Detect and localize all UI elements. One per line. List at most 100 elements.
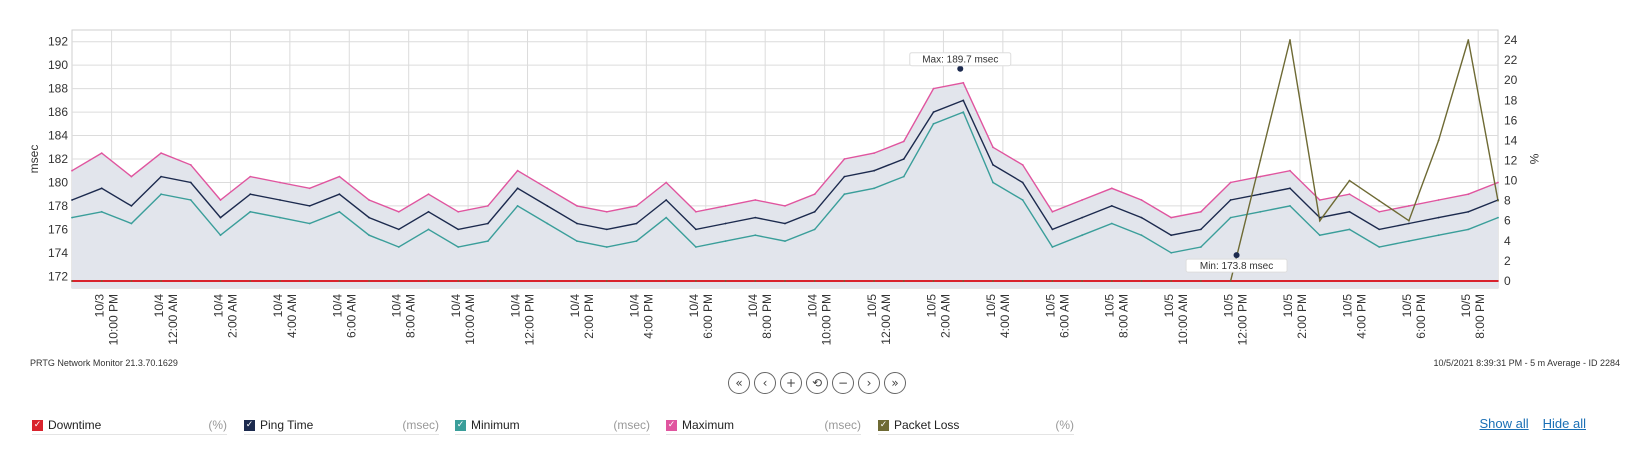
checkbox-checked-icon[interactable]: ✓ <box>666 419 677 431</box>
legend-item-maximum[interactable]: ✓ Maximum (msec) <box>666 416 861 435</box>
data-point <box>1200 246 1202 248</box>
data-point <box>1021 181 1024 184</box>
data-point <box>1318 216 1321 219</box>
previous-button[interactable]: ‹ <box>754 372 776 394</box>
data-point <box>784 205 786 207</box>
show-all-link[interactable]: Show all <box>1479 416 1529 431</box>
x-tick-time: 10:00 AM <box>463 294 477 345</box>
annotation-box <box>1185 258 1288 273</box>
last-button[interactable]: » <box>884 372 906 394</box>
data-point <box>1437 234 1440 237</box>
data-point <box>397 228 400 231</box>
zoom-out-button[interactable]: − <box>832 372 854 394</box>
first-button[interactable]: « <box>728 372 750 394</box>
data-point <box>1170 251 1173 254</box>
data-point <box>1497 199 1499 202</box>
x-tick-date: 10/5 <box>1162 294 1176 318</box>
series-area-fill <box>72 82 1498 288</box>
data-point <box>546 280 549 282</box>
checkbox-checked-icon[interactable]: ✓ <box>878 419 889 431</box>
data-point <box>724 222 727 225</box>
data-point <box>1081 280 1083 282</box>
x-tick-time: 6:00 AM <box>1057 294 1071 338</box>
y-axis-label-left: msec <box>27 145 41 174</box>
hide-all-link[interactable]: Hide all <box>1542 416 1586 431</box>
data-point <box>1467 228 1470 231</box>
data-point <box>1497 181 1499 184</box>
data-point <box>724 240 727 243</box>
data-point <box>992 280 994 282</box>
data-point <box>1318 280 1321 282</box>
data-point <box>1289 187 1291 190</box>
x-tick-time: 6:00 PM <box>1414 294 1428 339</box>
data-point <box>605 210 608 213</box>
data-point <box>1289 39 1291 41</box>
next-button[interactable]: › <box>858 372 880 394</box>
checkbox-checked-icon[interactable]: ✓ <box>244 419 255 431</box>
data-point <box>784 222 786 225</box>
y-tick-label-right: 8 <box>1504 194 1511 208</box>
x-tick-time: 10:00 AM <box>1176 294 1190 345</box>
data-point <box>219 280 222 282</box>
x-tick-time: 4:00 AM <box>285 294 299 338</box>
data-point <box>1289 280 1291 282</box>
x-tick-date: 10/3 <box>93 294 107 318</box>
legend-item-ping-time[interactable]: ✓ Ping Time (msec) <box>244 416 439 435</box>
legend-item-packet-loss[interactable]: ✓ Packet Loss (%) <box>878 416 1074 435</box>
legend-item-minimum[interactable]: ✓ Minimum (msec) <box>455 416 650 435</box>
x-tick-date: 10/5 <box>1103 294 1117 318</box>
data-point <box>992 181 994 184</box>
data-point <box>130 175 133 178</box>
data-point <box>516 280 519 282</box>
data-point <box>487 205 489 207</box>
data-point <box>249 280 252 282</box>
y-tick-label-right: 4 <box>1504 234 1511 248</box>
data-point <box>873 169 875 172</box>
checkbox-checked-icon[interactable]: ✓ <box>455 419 466 431</box>
data-point <box>902 140 905 143</box>
zoom-in-button[interactable]: + <box>780 372 802 394</box>
data-point <box>219 234 222 237</box>
data-point <box>813 193 816 196</box>
legend-item-downtime[interactable]: ✓ Downtime (%) <box>32 416 227 435</box>
data-point <box>130 205 133 207</box>
data-point <box>1200 228 1202 231</box>
legend-unit: (%) <box>208 418 227 432</box>
x-tick-date: 10/4 <box>746 294 760 318</box>
data-point <box>813 280 816 282</box>
data-point <box>457 280 460 282</box>
data-point <box>308 222 311 225</box>
data-point <box>71 169 73 172</box>
legend-unit: (msec) <box>402 418 439 432</box>
checkbox-checked-icon[interactable]: ✓ <box>32 419 43 431</box>
data-point <box>279 199 281 201</box>
data-point <box>605 280 608 282</box>
data-point <box>219 216 222 219</box>
y-tick-label-left: 174 <box>48 246 68 260</box>
data-point <box>1140 199 1143 201</box>
data-point <box>249 210 252 213</box>
y-tick-label-left: 178 <box>48 199 68 213</box>
reset-zoom-button[interactable]: ⟲ <box>806 372 828 394</box>
data-point <box>338 175 341 178</box>
y-tick-label-left: 192 <box>48 35 68 49</box>
data-point <box>1051 210 1054 213</box>
data-point <box>813 210 816 213</box>
y-tick-label-left: 182 <box>48 152 68 166</box>
data-point <box>1110 280 1113 282</box>
x-tick-time: 2:00 AM <box>225 294 239 338</box>
data-point <box>902 175 905 178</box>
data-point <box>100 210 103 213</box>
x-tick-time: 6:00 AM <box>344 294 358 338</box>
data-point <box>100 187 103 190</box>
annotation-label: Min: 173.8 msec <box>1200 261 1273 272</box>
data-point <box>843 280 846 282</box>
x-tick-time: 8:00 PM <box>1473 294 1487 339</box>
data-point <box>516 205 519 207</box>
data-point <box>1318 234 1321 237</box>
data-point <box>279 216 281 219</box>
data-point <box>754 199 757 201</box>
data-point <box>1318 219 1321 222</box>
data-point <box>962 280 965 282</box>
x-tick-time: 4:00 PM <box>1354 294 1368 339</box>
